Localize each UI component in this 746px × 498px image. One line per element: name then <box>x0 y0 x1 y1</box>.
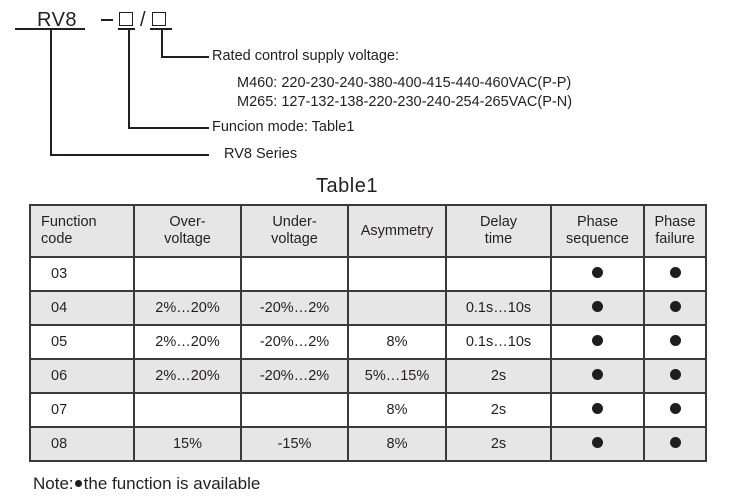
note-prefix: Note: <box>33 474 74 493</box>
cell-asymmetry: 8% <box>347 324 447 360</box>
series-leader-horizontal <box>50 154 209 156</box>
cell-phase-sequence <box>550 358 645 394</box>
note-text: the function is available <box>83 474 261 493</box>
cell-code: 06 <box>29 358 135 394</box>
function-mode-label: Funcion mode: Table1 <box>212 119 355 135</box>
table-title: Table1 <box>316 175 378 197</box>
cell-delay-time: 2s <box>445 358 552 394</box>
cell-phase-failure <box>643 256 707 292</box>
function-leader-vertical <box>128 28 130 128</box>
header-delay-time: Delay time <box>445 204 552 258</box>
cell-over-voltage: 2%…20% <box>133 324 242 360</box>
cell-asymmetry: 8% <box>347 392 447 428</box>
cell-phase-failure <box>643 358 707 394</box>
cell-under-voltage <box>240 392 349 428</box>
cell-phase-sequence <box>550 324 645 360</box>
header-over-voltage: Over-voltage <box>133 204 242 258</box>
footnote: Note: the function is available <box>33 474 260 494</box>
voltage-leader-horizontal <box>161 56 209 58</box>
cell-phase-failure <box>643 392 707 428</box>
cell-phase-failure <box>643 290 707 326</box>
cell-phase-sequence <box>550 256 645 292</box>
series-description: RV8 Series <box>224 146 298 162</box>
function-code-box <box>119 12 133 26</box>
cell-code: 03 <box>29 256 135 292</box>
cell-delay-time: 2s <box>445 392 552 428</box>
cell-phase-sequence <box>550 392 645 428</box>
cell-delay-time <box>445 256 552 292</box>
cell-under-voltage: -20%…2% <box>240 324 349 360</box>
available-dot-icon <box>669 368 681 380</box>
available-dot-icon <box>669 436 681 448</box>
table-row: 06 2%…20% -20%…2% 5%…15% 2s <box>29 358 707 394</box>
available-dot-icon <box>592 300 603 312</box>
series-leader-vertical <box>50 28 52 155</box>
cell-phase-failure <box>643 324 707 360</box>
available-dot-icon <box>592 368 603 380</box>
m265-voltage-line: M265: 127-132-138-220-230-240-254-265VAC… <box>237 94 573 110</box>
function-box-underline <box>118 28 135 30</box>
cell-under-voltage: -15% <box>240 426 349 462</box>
code-slash: / <box>140 9 147 31</box>
header-asymmetry: Asymmetry <box>347 204 447 258</box>
table-row: 07 8% 2s <box>29 392 707 428</box>
cell-asymmetry <box>347 290 447 326</box>
header-phase-sequence: Phase sequence <box>550 204 645 258</box>
cell-delay-time: 0.1s…10s <box>445 290 552 326</box>
header-function-code: Function code <box>29 204 135 258</box>
cell-asymmetry: 5%…15% <box>347 358 447 394</box>
available-dot-icon <box>592 266 603 278</box>
m460-voltage-line: M460: 220-230-240-380-400-415-440-460VAC… <box>237 75 572 91</box>
table-header-row: Function code Over-voltage Under-voltage … <box>29 204 707 258</box>
cell-delay-time: 0.1s…10s <box>445 324 552 360</box>
cell-code: 08 <box>29 426 135 462</box>
table-row: 05 2%…20% -20%…2% 8% 0.1s…10s <box>29 324 707 360</box>
cell-over-voltage: 2%…20% <box>133 290 242 326</box>
header-under-voltage: Under-voltage <box>240 204 349 258</box>
table-row: 08 15% -15% 8% 2s <box>29 426 707 462</box>
cell-over-voltage <box>133 256 242 292</box>
cell-asymmetry: 8% <box>347 426 447 462</box>
code-dash <box>101 19 113 21</box>
voltage-leader-vertical <box>161 28 163 57</box>
function-table: Function code Over-voltage Under-voltage … <box>29 204 707 462</box>
available-dot-icon <box>592 334 603 346</box>
available-dot-icon <box>669 266 681 278</box>
cell-phase-sequence <box>550 290 645 326</box>
cell-delay-time: 2s <box>445 426 552 462</box>
cell-under-voltage <box>240 256 349 292</box>
available-dot-icon <box>592 436 603 448</box>
table-row: 03 <box>29 256 707 292</box>
available-dot-icon <box>74 480 82 488</box>
cell-asymmetry <box>347 256 447 292</box>
cell-over-voltage: 15% <box>133 426 242 462</box>
cell-under-voltage: -20%…2% <box>240 290 349 326</box>
available-dot-icon <box>669 300 681 312</box>
cell-over-voltage: 2%…20% <box>133 358 242 394</box>
cell-phase-sequence <box>550 426 645 462</box>
cell-phase-failure <box>643 426 707 462</box>
cell-code: 07 <box>29 392 135 428</box>
header-phase-failure: Phase failure <box>643 204 707 258</box>
cell-under-voltage: -20%…2% <box>240 358 349 394</box>
cell-code: 05 <box>29 324 135 360</box>
voltage-code-box <box>152 12 166 26</box>
table-row: 04 2%…20% -20%…2% 0.1s…10s <box>29 290 707 326</box>
rated-voltage-label: Rated control supply voltage: <box>212 48 399 64</box>
available-dot-icon <box>592 402 603 414</box>
cell-over-voltage <box>133 392 242 428</box>
available-dot-icon <box>669 334 681 346</box>
function-leader-horizontal <box>128 127 209 129</box>
series-code: RV8 <box>37 9 78 31</box>
available-dot-icon <box>669 402 681 414</box>
cell-code: 04 <box>29 290 135 326</box>
